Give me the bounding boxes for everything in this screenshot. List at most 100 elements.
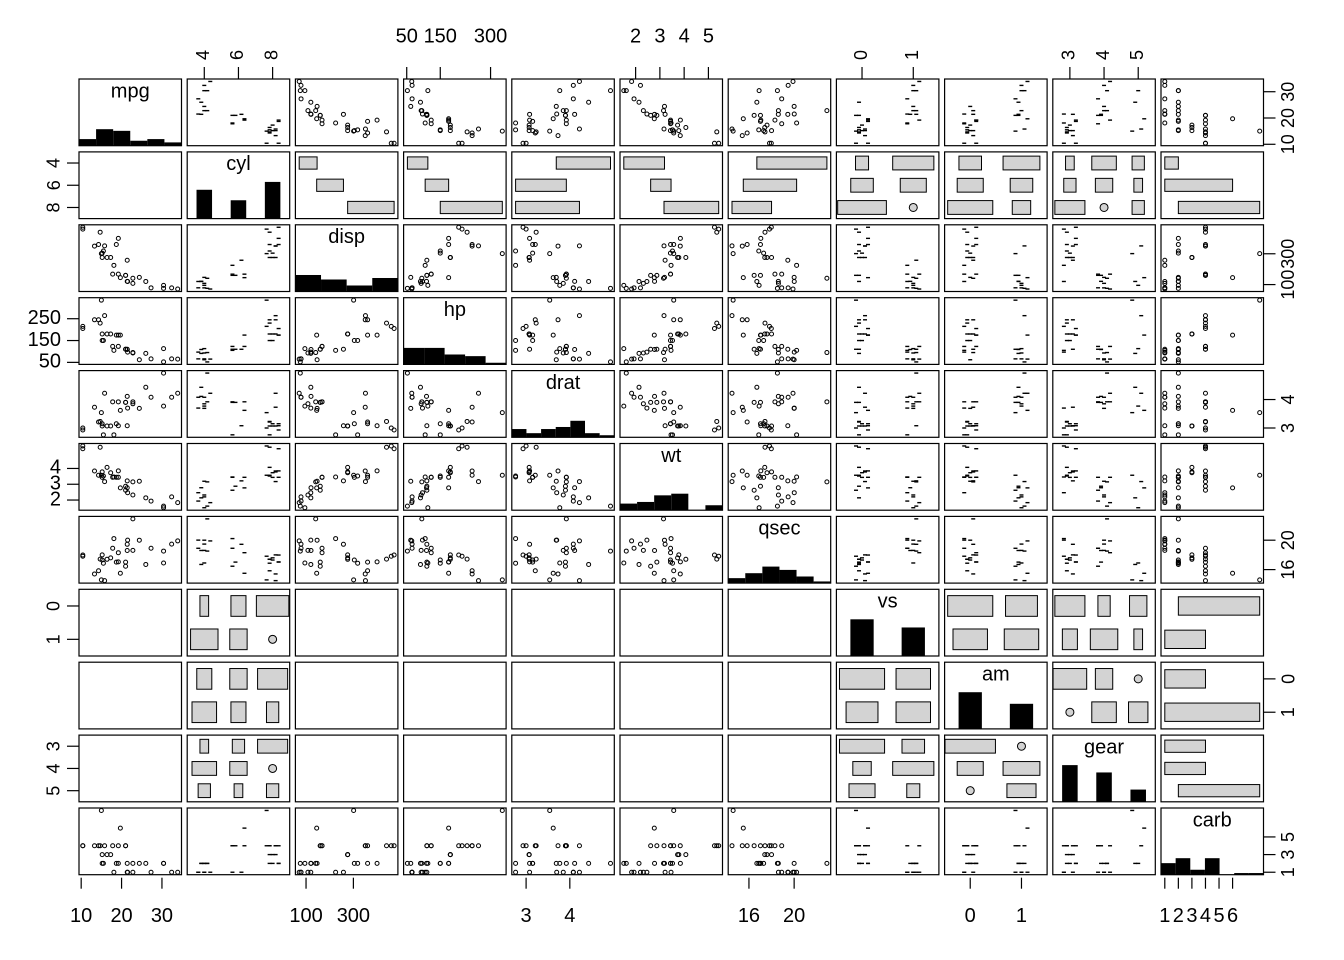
scatter-point	[1202, 468, 1208, 474]
scatter-point	[1202, 487, 1208, 493]
right-tick-label-am: 0	[1278, 674, 1298, 684]
panel-frame	[835, 151, 940, 220]
scatter-point	[794, 262, 800, 268]
panel-disp-qsec	[727, 224, 832, 293]
diag-bar-carb-2	[1190, 869, 1205, 875]
scatter-point	[1202, 323, 1208, 329]
mosaic-cell	[952, 628, 988, 651]
scatter-point	[636, 350, 642, 356]
scatter-point	[384, 129, 390, 135]
scatter-point	[623, 860, 629, 866]
panel-frame	[78, 297, 183, 366]
panel-frame	[186, 661, 291, 730]
panel-frame	[1052, 661, 1156, 730]
scatter-point	[374, 468, 380, 474]
diag-bar-cyl-8	[264, 181, 281, 219]
scatter-point	[774, 285, 780, 291]
panel-frame	[1160, 78, 1265, 147]
scatter-point	[80, 443, 86, 449]
diag-bar-carb-1	[1175, 858, 1191, 875]
scatter-point	[785, 478, 791, 484]
scatter-point	[175, 869, 181, 875]
scatter-point	[123, 843, 129, 849]
diag-bar-qsec-3	[779, 569, 797, 584]
scatter-point	[533, 229, 539, 235]
scatter-point	[308, 99, 314, 105]
scatter-point	[384, 556, 390, 562]
scatter-point	[365, 843, 371, 849]
scatter-point	[464, 556, 470, 562]
scatter-point	[667, 421, 673, 427]
diag-bar-drat-0	[511, 429, 527, 438]
scatter-point	[351, 472, 357, 478]
scatter-point	[636, 860, 642, 866]
scatter-point	[683, 254, 689, 260]
scatter-point	[417, 561, 423, 567]
scatter-point	[661, 313, 667, 319]
scatter-point	[758, 332, 764, 338]
scatter-point	[677, 243, 683, 249]
scatter-point	[751, 843, 757, 849]
strip-box	[555, 156, 612, 170]
scatter-point	[115, 474, 121, 480]
scatter-point	[365, 332, 371, 338]
scatter-point	[475, 578, 481, 584]
scatter-point	[1175, 250, 1181, 256]
scatter-point	[340, 346, 346, 352]
scatter-point	[554, 278, 560, 284]
scatter-point	[785, 111, 791, 117]
scatter-point	[513, 473, 519, 479]
scatter-point	[775, 492, 781, 498]
panel-am-hp	[403, 661, 507, 730]
scatter-point	[308, 869, 314, 875]
scatter-point	[362, 313, 368, 319]
scatter-point	[661, 390, 667, 396]
scatter-point	[1202, 226, 1208, 232]
scatter-point	[1162, 405, 1168, 411]
scatter-point	[97, 320, 103, 326]
scatter-point	[716, 425, 722, 431]
panel-cyl-carb	[1160, 151, 1265, 220]
scatter-point	[447, 124, 453, 130]
scatter-point	[790, 78, 796, 84]
scatter-point	[676, 552, 682, 558]
panel-frame	[835, 78, 940, 147]
scatter-point	[1202, 418, 1208, 424]
scatter-point	[314, 116, 320, 122]
panel-disp-gear	[1052, 224, 1156, 293]
scatter-point	[130, 516, 136, 522]
scatter-point	[374, 332, 380, 338]
scatter-point	[365, 419, 371, 425]
scatter-point	[768, 140, 774, 146]
bottom-tick-label-mpg: 10	[70, 905, 92, 927]
scatter-point	[714, 418, 720, 424]
scatter-point	[333, 432, 339, 438]
left-tick-label-vs: 0	[44, 601, 64, 611]
mosaic-cell	[1005, 595, 1038, 617]
scatter-point	[751, 272, 757, 278]
panel-frame	[186, 442, 291, 511]
scatter-point	[791, 860, 797, 866]
scatter-point	[751, 346, 757, 352]
scatter-point	[553, 478, 559, 484]
diagonal-label-am: am	[982, 663, 1010, 685]
scatter-point	[130, 275, 136, 281]
scatter-point	[764, 331, 770, 337]
scatter-point	[751, 399, 757, 405]
scatter-point	[425, 560, 431, 566]
scatter-point	[1175, 242, 1181, 248]
diagonal-label-gear: gear	[1084, 736, 1124, 758]
scatter-point	[437, 560, 443, 566]
scatter-point	[365, 118, 371, 124]
scatter-point	[756, 346, 762, 352]
diagonal-label-disp: disp	[328, 226, 365, 248]
scatter-point	[362, 479, 368, 485]
scatter-point	[1189, 469, 1195, 475]
scatter-point	[1202, 556, 1208, 562]
panel-gear-qsec	[727, 734, 832, 803]
scatter-point	[424, 541, 430, 547]
scatter-point	[313, 108, 319, 114]
scatter-point	[1189, 128, 1195, 134]
diag-bar-drat-3	[555, 426, 571, 438]
scatter-point	[374, 423, 380, 429]
